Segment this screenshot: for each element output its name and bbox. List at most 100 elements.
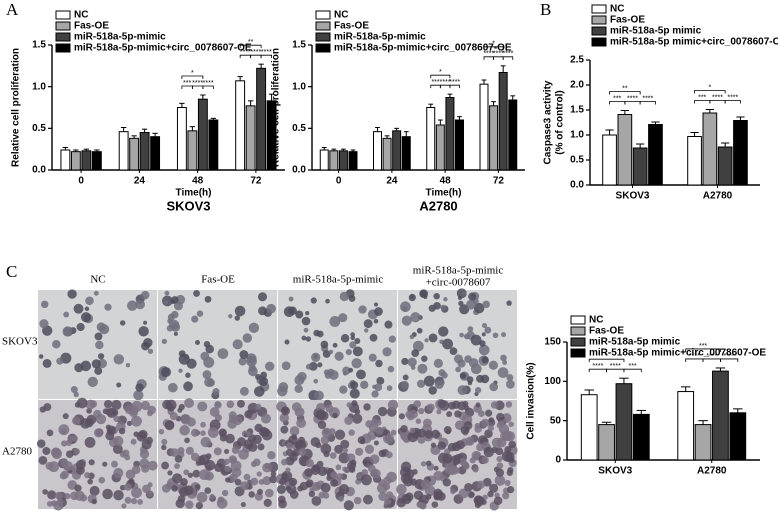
cell — [217, 496, 225, 504]
cell — [265, 361, 275, 371]
cell — [258, 479, 265, 485]
cell — [87, 478, 93, 485]
cell — [416, 501, 423, 508]
cell — [426, 403, 435, 412]
cell — [239, 350, 249, 360]
cell — [453, 467, 461, 474]
row-label: SKOV3 — [2, 336, 38, 348]
bar — [176, 107, 187, 171]
legend-swatch — [570, 326, 586, 336]
significance-label: **** — [592, 363, 603, 370]
cell — [62, 326, 73, 337]
cell — [470, 363, 482, 375]
cell — [334, 429, 346, 440]
bar — [235, 80, 246, 171]
x-tick-label: 24 — [386, 176, 398, 187]
cell — [375, 419, 382, 426]
cell — [470, 334, 482, 346]
legend-label: miR-518a-5p mimic+circ_0078607-OE — [589, 348, 766, 359]
cell — [50, 447, 61, 458]
cell — [93, 290, 99, 296]
cell — [240, 481, 250, 491]
significance-bracket — [502, 56, 514, 60]
cell — [350, 381, 359, 390]
cell — [310, 437, 321, 447]
legend-label: miR-518a-5p-mimic — [74, 32, 166, 43]
cell — [424, 430, 434, 439]
error-bar — [491, 101, 496, 106]
cell — [416, 327, 423, 334]
bar — [338, 150, 348, 171]
cell — [443, 425, 452, 434]
cell — [496, 412, 505, 422]
cell — [294, 384, 303, 394]
cell — [467, 326, 474, 332]
cell — [64, 493, 71, 500]
error-bar — [481, 79, 487, 85]
bar — [348, 151, 358, 171]
cell — [368, 422, 379, 433]
bar — [479, 83, 489, 171]
cell — [350, 332, 355, 337]
cell — [455, 366, 461, 373]
error-bar — [331, 148, 337, 151]
cell — [281, 361, 291, 371]
cell — [186, 417, 196, 427]
cell — [425, 460, 432, 467]
cell — [205, 453, 212, 460]
error-bar — [500, 65, 506, 73]
cell — [311, 496, 322, 506]
x-tick-label: A2780 — [703, 191, 733, 202]
cell — [133, 431, 139, 437]
cell — [462, 462, 470, 470]
cell — [253, 458, 261, 467]
cell — [348, 429, 355, 436]
cell — [442, 338, 454, 350]
cell — [373, 440, 379, 446]
y-tick-label: 0 — [555, 455, 561, 466]
cell — [80, 312, 92, 323]
cell — [119, 450, 127, 458]
cell — [113, 467, 124, 478]
cell — [463, 333, 470, 340]
legend-swatch — [55, 21, 71, 31]
cell — [169, 412, 178, 421]
error-bar — [584, 389, 594, 395]
cell — [261, 413, 271, 424]
cell — [323, 492, 330, 499]
cell — [40, 300, 49, 309]
cell — [374, 383, 383, 392]
cell — [498, 420, 504, 426]
cell — [279, 477, 287, 486]
cell — [336, 473, 344, 480]
cell — [487, 424, 494, 432]
cell — [223, 458, 230, 465]
cell — [234, 305, 246, 317]
cell — [330, 479, 338, 487]
legend-label: NC — [610, 4, 624, 15]
cell — [346, 402, 352, 408]
cell — [147, 482, 153, 488]
cell — [277, 385, 288, 397]
cell — [314, 390, 324, 401]
cell — [45, 462, 54, 470]
cell — [103, 399, 113, 409]
cell — [60, 428, 67, 435]
cell — [464, 482, 473, 492]
error-bar — [152, 132, 158, 137]
cell — [285, 485, 292, 492]
y-tick-label: 1.5 — [570, 105, 584, 116]
cell — [377, 406, 388, 417]
cell — [508, 421, 514, 428]
cell — [243, 473, 251, 481]
cell — [125, 362, 131, 368]
cell — [466, 376, 474, 383]
cell — [400, 381, 409, 390]
cell — [164, 420, 175, 431]
cell — [363, 494, 373, 505]
error-bar — [384, 135, 390, 139]
bar — [508, 99, 518, 171]
cell — [454, 410, 462, 418]
cell — [433, 491, 442, 500]
